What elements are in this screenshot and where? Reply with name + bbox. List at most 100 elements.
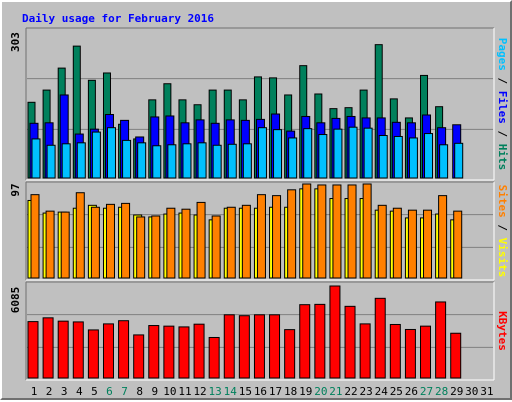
pages-bar (439, 144, 449, 179)
kbytes-bar (359, 323, 371, 379)
sites-bar (423, 209, 433, 279)
day-label: 2 (46, 385, 53, 398)
sites-bar (196, 201, 206, 279)
day-label: 7 (121, 385, 128, 398)
hits-scale-label: 303 (9, 32, 22, 52)
hits-side-label-pages: Pages (496, 38, 509, 71)
day-label: 12 (193, 385, 206, 398)
hits-side-label-files: Files (496, 91, 509, 124)
sites-bar (347, 184, 357, 279)
kbytes-bar (178, 326, 190, 379)
sites-bar (438, 195, 448, 279)
kbytes-bar (374, 297, 386, 379)
pages-bar (288, 137, 298, 179)
sites-bar (256, 194, 266, 279)
day-label: 8 (136, 385, 143, 398)
pages-bar (31, 138, 41, 179)
kbytes-bar (148, 325, 160, 379)
pages-bar (106, 127, 116, 179)
sites-bar (30, 194, 40, 279)
kbytes-bar (314, 303, 326, 379)
kbytes-bar (163, 325, 175, 379)
sites-bar (45, 210, 55, 279)
sites-bar (272, 195, 282, 279)
kbytes-bar (42, 317, 54, 379)
kbytes-bar (344, 305, 356, 379)
sites-bar (166, 207, 176, 279)
day-label: 19 (299, 385, 312, 398)
day-label: 3 (61, 385, 68, 398)
kbytes-bar (57, 320, 69, 379)
kbytes-bar (329, 285, 341, 379)
kbytes-bar (269, 314, 281, 379)
day-label: 1 (31, 385, 38, 398)
day-label: 4 (76, 385, 83, 398)
kbytes-side-label-kbytes: KBytes (496, 311, 509, 351)
sites-side-label-visits: Visits (496, 238, 509, 278)
kbytes-bar (420, 325, 432, 379)
day-label: 23 (360, 385, 373, 398)
kbytes-bar (118, 320, 130, 379)
kbytes-bar (389, 323, 401, 379)
pages-bar (212, 144, 222, 179)
sites-bar (317, 184, 327, 279)
day-label: 9 (151, 385, 158, 398)
day-label: 14 (224, 385, 238, 398)
day-label: 22 (344, 385, 357, 398)
kbytes-bar (208, 336, 220, 379)
sites-bar (105, 203, 115, 279)
day-label: 20 (314, 385, 327, 398)
hits-side-label: Pages / Files / Hits (496, 38, 509, 171)
pages-bar (363, 127, 373, 179)
day-label: 16 (254, 385, 267, 398)
pages-bar (378, 135, 388, 179)
pages-bar (46, 144, 56, 179)
pages-bar (408, 137, 418, 179)
pages-bar (152, 145, 162, 179)
pages-bar (227, 143, 237, 179)
pages-bar (273, 129, 283, 179)
kbytes-bar (299, 304, 311, 379)
sites-bar (136, 216, 146, 279)
sites-bar (241, 204, 251, 279)
day-label: 17 (269, 385, 282, 398)
day-label: 26 (405, 385, 418, 398)
kbytes-bar (223, 314, 235, 379)
sites-bar (121, 202, 131, 279)
day-label: 21 (329, 385, 342, 398)
kbytes-bar (450, 332, 462, 379)
sites-bar (362, 183, 372, 279)
day-label: 18 (284, 385, 297, 398)
kbytes-bar (404, 328, 416, 379)
kbytes-bar (193, 323, 205, 379)
kbytes-bar (253, 314, 265, 379)
day-label: 10 (163, 385, 176, 398)
pages-bar (167, 144, 177, 179)
kbytes-bar (133, 334, 145, 379)
kbytes-bar (238, 315, 250, 379)
sites-bar (60, 211, 70, 279)
sites-bar (392, 207, 402, 279)
pages-bar (76, 142, 86, 179)
day-label: 5 (91, 385, 98, 398)
day-label: 28 (435, 385, 448, 398)
sites-bar (377, 204, 387, 279)
sites-side-label-separator: / (496, 218, 509, 238)
pages-bar (61, 143, 71, 179)
sites-bar (287, 189, 297, 279)
kbytes-bar (435, 301, 447, 379)
kbytes-bar (87, 329, 99, 379)
sites-bar (151, 215, 161, 279)
hits-side-label-separator: / (496, 71, 509, 91)
hits-side-label-separator: / (496, 124, 509, 144)
day-label: 24 (375, 385, 389, 398)
pages-bar (454, 142, 464, 179)
kbytes-bar (284, 329, 296, 379)
sites-bar (75, 192, 85, 279)
day-label: 31 (480, 385, 493, 398)
sites-bar (407, 209, 417, 279)
pages-bar (197, 142, 207, 179)
day-label: 13 (209, 385, 222, 398)
kbytes-bar (102, 323, 114, 379)
